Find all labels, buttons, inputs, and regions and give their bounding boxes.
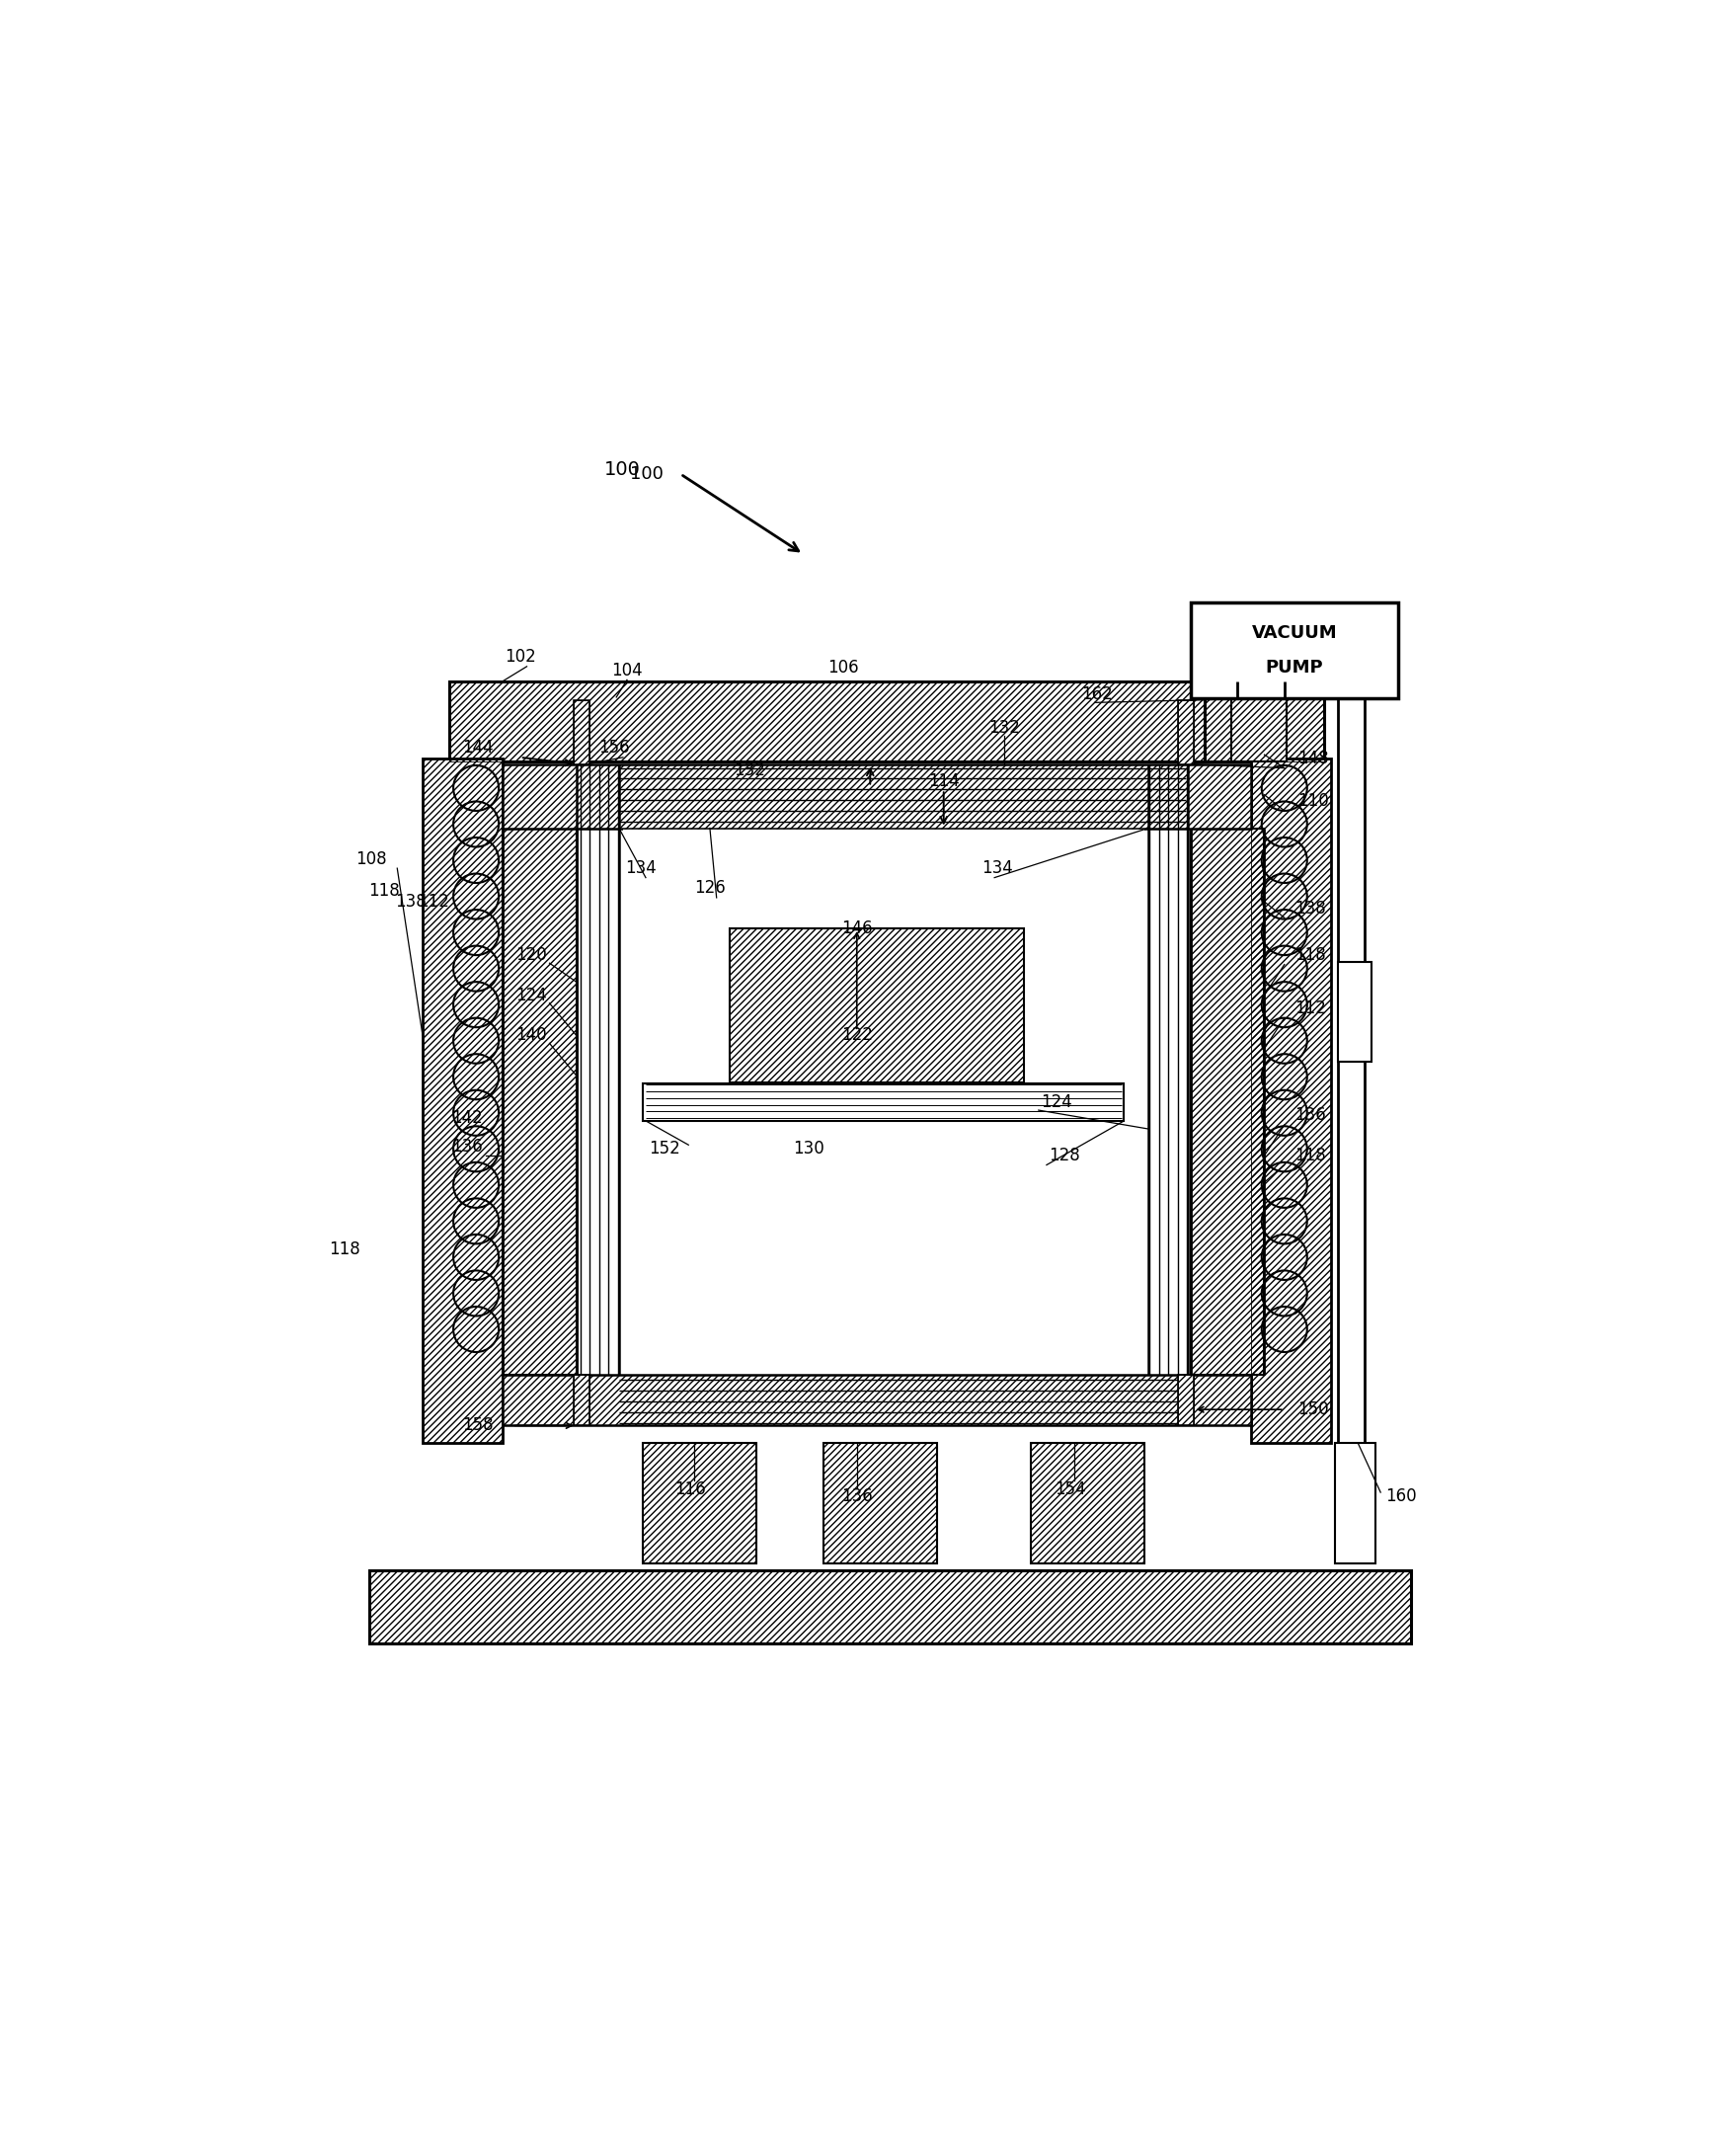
Text: 136: 136 xyxy=(1295,1106,1326,1125)
Text: 108: 108 xyxy=(355,849,386,869)
Bar xyxy=(729,929,1024,1082)
Text: 104: 104 xyxy=(612,662,643,679)
Text: 154: 154 xyxy=(1055,1481,1086,1498)
Bar xyxy=(643,1084,1124,1121)
Text: 138: 138 xyxy=(395,893,426,910)
Bar xyxy=(369,1570,1412,1643)
Text: 124: 124 xyxy=(515,985,547,1005)
Bar xyxy=(503,763,1252,828)
Bar xyxy=(1231,681,1288,761)
Bar xyxy=(1338,962,1371,1063)
Bar xyxy=(1191,828,1264,1376)
Text: VACUUM: VACUUM xyxy=(1252,625,1338,642)
Text: 110: 110 xyxy=(1298,793,1329,811)
Bar xyxy=(1191,602,1398,699)
Text: 112: 112 xyxy=(1295,1000,1326,1018)
Bar xyxy=(369,1570,1412,1643)
Text: 160: 160 xyxy=(1386,1488,1417,1505)
Text: 126: 126 xyxy=(695,880,726,897)
Bar xyxy=(824,1442,938,1563)
Text: 120: 120 xyxy=(515,946,547,964)
Bar xyxy=(503,828,576,1376)
Bar xyxy=(1177,701,1193,763)
Bar xyxy=(422,759,503,1442)
Text: 150: 150 xyxy=(1298,1401,1329,1419)
Text: 118: 118 xyxy=(369,882,400,899)
Text: 122: 122 xyxy=(841,1026,872,1044)
Bar xyxy=(1031,1442,1145,1563)
Text: 146: 146 xyxy=(841,918,872,938)
Text: 118: 118 xyxy=(1295,1147,1326,1164)
Bar xyxy=(1177,701,1193,763)
Text: 116: 116 xyxy=(674,1481,705,1498)
Bar xyxy=(503,763,1252,828)
Text: 128: 128 xyxy=(1050,1147,1081,1164)
Bar xyxy=(574,701,590,763)
Bar xyxy=(450,681,1205,761)
Bar xyxy=(1338,681,1365,1442)
Text: 152: 152 xyxy=(650,1141,681,1158)
Bar xyxy=(503,1376,1252,1425)
Bar xyxy=(643,1442,757,1563)
Bar xyxy=(1205,681,1324,761)
Bar xyxy=(1205,681,1324,761)
Text: 132: 132 xyxy=(988,720,1019,737)
Text: 102: 102 xyxy=(505,649,536,666)
Bar xyxy=(1238,681,1284,699)
Bar xyxy=(503,828,576,1376)
Text: 134: 134 xyxy=(624,860,657,877)
Text: 148: 148 xyxy=(1298,750,1329,768)
Text: PUMP: PUMP xyxy=(1265,660,1324,677)
Bar xyxy=(503,1376,1252,1425)
Text: 118: 118 xyxy=(1295,946,1326,964)
Bar xyxy=(1191,828,1264,1376)
Bar xyxy=(574,1376,590,1425)
Bar xyxy=(1177,1376,1193,1425)
Bar xyxy=(1252,759,1331,1442)
Bar xyxy=(824,1442,938,1563)
Bar xyxy=(729,929,1024,1082)
Text: 132: 132 xyxy=(734,761,765,780)
Bar xyxy=(574,701,590,763)
Text: 112: 112 xyxy=(417,893,450,910)
Bar xyxy=(1031,1442,1145,1563)
Bar xyxy=(574,1376,590,1425)
Text: 144: 144 xyxy=(462,740,493,757)
Text: 136: 136 xyxy=(452,1138,483,1156)
Text: 130: 130 xyxy=(793,1141,824,1158)
Bar xyxy=(450,681,1205,761)
Text: 138: 138 xyxy=(1295,899,1326,916)
Text: 118: 118 xyxy=(329,1240,360,1259)
Bar xyxy=(643,1442,757,1563)
Text: 158: 158 xyxy=(462,1416,493,1434)
Text: 156: 156 xyxy=(598,740,629,757)
Text: 162: 162 xyxy=(1081,686,1114,703)
Text: 136: 136 xyxy=(841,1488,872,1505)
Text: 114: 114 xyxy=(928,772,959,791)
Bar xyxy=(1252,759,1331,1442)
Text: 140: 140 xyxy=(515,1026,547,1044)
Bar xyxy=(1177,1376,1193,1425)
Text: 106: 106 xyxy=(828,660,859,677)
Bar xyxy=(422,759,503,1442)
Text: 142: 142 xyxy=(452,1110,483,1128)
Bar xyxy=(622,828,1145,1369)
Text: 124: 124 xyxy=(1041,1093,1072,1110)
Text: 100: 100 xyxy=(629,466,664,483)
Text: 100: 100 xyxy=(603,461,640,479)
Text: 134: 134 xyxy=(981,860,1012,877)
Bar xyxy=(1231,681,1288,761)
Bar xyxy=(1334,1442,1376,1563)
